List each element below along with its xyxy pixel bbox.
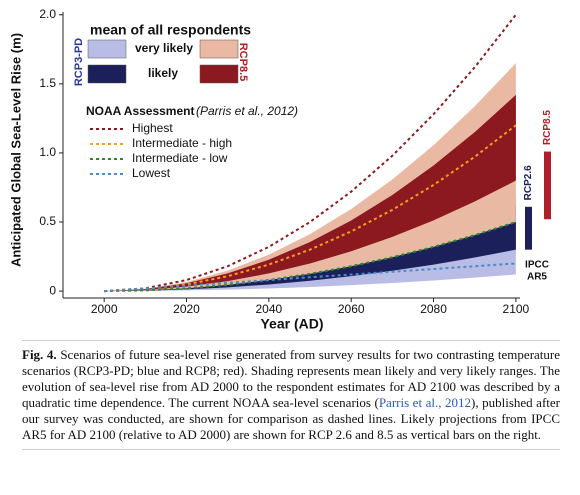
x-tick-label: 2020 (173, 302, 200, 316)
band-legend-label: very likely (135, 41, 193, 55)
y-tick-label: 0.5 (39, 214, 56, 228)
x-tick-label: 2040 (256, 302, 283, 316)
caption-text: ), published after our survey was conduc… (22, 395, 560, 442)
legend-label: Intermediate - high (132, 136, 232, 150)
y-tick-label: 1.0 (39, 145, 56, 159)
band-swatch (87, 39, 127, 59)
band (104, 63, 516, 292)
caption: Fig. 4. Scenarios of future sea-level ri… (22, 340, 560, 450)
ipcc-bar-label: RCP8.5 (542, 110, 553, 145)
caption-text: Scenarios of future sea-level rise gener… (22, 347, 561, 410)
ipcc-bar-label: RCP2.6 (523, 165, 534, 200)
x-tick-label: 2100 (503, 302, 530, 316)
y-tick-label: 0 (49, 283, 56, 297)
band-legend-title: mean of all respondents (90, 22, 251, 38)
series-line (104, 221, 517, 293)
band-swatch (87, 64, 127, 84)
band (104, 94, 516, 292)
ipcc-bar (544, 151, 551, 220)
legend-citation: (Parris et al., 2012) (196, 104, 298, 118)
caption-label: Fig. 4. (22, 347, 57, 362)
legend-title: NOAA Assessment (86, 104, 194, 118)
chart: Anticipated Global Sea-Level Rise (m) Ye… (8, 7, 553, 332)
legend-label: Intermediate - low (132, 151, 228, 165)
legend-label: Lowest (132, 166, 171, 180)
y-axis-title: Anticipated Global Sea-Level Rise (m) (8, 33, 23, 267)
ipcc-label: AR5 (527, 272, 547, 283)
series-line (104, 262, 516, 293)
ipcc-bar (525, 206, 532, 250)
band-group-label: RCP3-PD (73, 38, 85, 86)
band-swatch (199, 39, 239, 59)
x-tick-label: 2060 (338, 302, 365, 316)
band-swatch (199, 64, 239, 84)
ipcc-label: IPCC (525, 260, 549, 271)
x-tick-label: 2000 (91, 302, 118, 316)
x-tick-label: 2080 (420, 302, 447, 316)
band-legend-label: likely (148, 66, 178, 80)
x-axis-title: Year (AD) (260, 316, 323, 332)
y-tick-label: 2.0 (39, 7, 56, 21)
legend-label: Highest (132, 121, 173, 135)
caption-link[interactable]: Parris et al., 2012 (378, 395, 471, 410)
band-group-label: RCP8.5 (237, 43, 249, 82)
y-tick-label: 1.5 (39, 76, 56, 90)
